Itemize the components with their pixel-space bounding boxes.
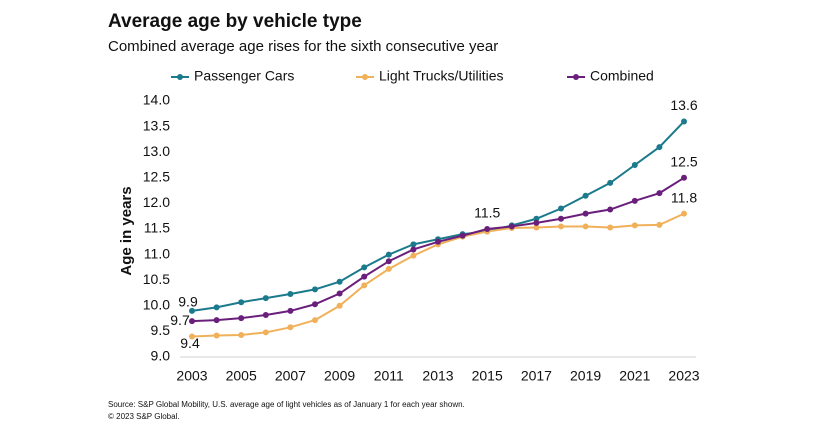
data-point	[435, 238, 441, 245]
x-tick-label: 2009	[324, 368, 355, 384]
data-point	[410, 252, 417, 259]
data-point	[336, 290, 343, 297]
y-tick-label: 12.5	[143, 169, 170, 185]
y-tick-label: 11.5	[144, 220, 170, 236]
series-line	[191, 212, 685, 338]
data-point	[312, 317, 318, 324]
data-point	[459, 232, 466, 239]
data-point	[558, 205, 564, 212]
data-point	[361, 264, 368, 271]
x-tick-label: 2003	[176, 368, 207, 384]
data-point	[312, 301, 318, 308]
data-point	[189, 318, 195, 325]
data-point	[631, 162, 638, 168]
x-tick-label: 2021	[619, 368, 650, 384]
legend-marker	[362, 74, 368, 80]
data-point	[484, 226, 491, 232]
data-point	[385, 258, 392, 265]
y-tick-label: 12.0	[143, 194, 170, 210]
data-label: 9.4	[180, 335, 200, 351]
data-point	[533, 219, 540, 226]
data-point	[656, 221, 663, 228]
data-point	[238, 315, 245, 322]
data-point	[238, 331, 245, 338]
chart-title: Average age by vehicle type	[108, 11, 362, 32]
data-point	[213, 332, 220, 339]
copyright-note: © 2023 S&P Global.	[108, 412, 180, 421]
data-point	[607, 179, 614, 186]
x-tick-label: 2017	[521, 368, 552, 384]
y-tick-label: 9.0	[151, 348, 171, 364]
data-point	[213, 317, 220, 324]
data-point	[656, 144, 663, 151]
data-point	[607, 224, 614, 231]
data-point	[287, 291, 294, 298]
y-tick-label: 14.0	[143, 92, 170, 108]
data-label: 9.9	[178, 294, 198, 310]
data-point	[336, 278, 343, 285]
data-point	[262, 312, 269, 319]
y-tick-label: 9.5	[151, 322, 171, 338]
data-point	[558, 215, 564, 222]
data-point	[508, 223, 515, 230]
source-note: Source: S&P Global Mobility, U.S. averag…	[108, 400, 465, 409]
data-point	[213, 304, 220, 311]
legend-marker	[573, 74, 579, 80]
data-point	[582, 192, 589, 199]
y-tick-label: 10.0	[143, 297, 170, 313]
data-point	[681, 118, 687, 125]
data-point	[336, 302, 343, 309]
data-label: 13.6	[670, 97, 697, 113]
data-point	[238, 299, 245, 306]
data-point	[582, 223, 589, 230]
x-tick-label: 2005	[226, 368, 257, 384]
x-tick-label: 2023	[668, 368, 699, 384]
chart-subtitle: Combined average age rises for the sixth…	[108, 38, 498, 55]
data-point	[361, 273, 368, 280]
y-tick-label: 13.5	[143, 117, 170, 133]
legend-label: Passenger Cars	[194, 68, 294, 84]
x-tick-label: 2011	[374, 368, 404, 384]
data-point	[631, 222, 638, 229]
data-point	[385, 265, 392, 272]
data-point	[681, 210, 687, 217]
data-label: 11.5	[474, 205, 500, 221]
data-point	[582, 210, 589, 217]
y-tick-label: 11.0	[144, 245, 170, 261]
data-point	[410, 241, 417, 248]
data-point	[607, 206, 614, 213]
data-point	[533, 224, 540, 231]
series-line	[191, 120, 685, 312]
data-label: 12.5	[670, 154, 697, 170]
data-label: 9.7	[170, 312, 190, 328]
x-tick-label: 2019	[570, 368, 601, 384]
data-point	[631, 197, 638, 204]
data-point	[262, 295, 269, 302]
y-axis-label: Age in years	[118, 186, 135, 275]
data-label: 11.8	[671, 189, 697, 205]
data-point	[681, 174, 687, 181]
data-point	[189, 307, 195, 314]
data-point	[410, 246, 417, 253]
x-tick-label: 2013	[422, 368, 453, 384]
data-point	[189, 333, 195, 340]
data-point	[287, 307, 294, 314]
legend-label: Combined	[590, 68, 654, 84]
x-tick-label: 2015	[472, 368, 503, 384]
legend-label: Light Trucks/Utilities	[379, 68, 503, 84]
y-tick-label: 13.0	[143, 143, 170, 159]
data-point	[385, 251, 392, 258]
data-point	[287, 324, 294, 331]
legend-marker	[177, 74, 183, 80]
data-point	[558, 223, 564, 230]
data-point	[312, 286, 318, 293]
data-point	[361, 282, 368, 289]
data-point	[262, 329, 269, 336]
y-tick-label: 10.5	[143, 271, 170, 287]
x-tick-label: 2007	[275, 368, 306, 384]
data-point	[656, 190, 663, 197]
